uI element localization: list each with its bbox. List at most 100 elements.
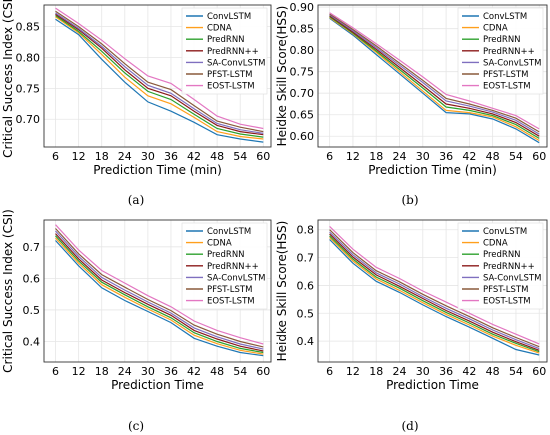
- legend-label: SA-ConvLSTM: [207, 273, 265, 283]
- y-tick-label: 0.4: [297, 335, 315, 348]
- legend-label: PredRNN: [483, 250, 521, 260]
- series-line-cdna: [329, 17, 540, 142]
- legend-label: PredRNN++: [483, 47, 535, 57]
- y-tick-label: 0.6: [23, 272, 41, 285]
- x-tick-label: 6: [326, 150, 333, 163]
- legend-label: PFST-LSTM: [207, 285, 252, 295]
- axes-frame: [317, 219, 548, 363]
- series-line-convlstm: [329, 17, 540, 144]
- series-line-pfst-lstm: [55, 228, 264, 348]
- series-line-sa-convlstm: [329, 14, 540, 135]
- x-tick-label: 60: [256, 150, 270, 163]
- x-tick-label: 54: [233, 365, 247, 378]
- y-tick-label: 0.7: [23, 241, 41, 254]
- x-tick-label: 48: [486, 365, 500, 378]
- x-tick-label: 36: [439, 365, 453, 378]
- x-tick-label: 30: [416, 150, 430, 163]
- axes-frame: [43, 4, 272, 148]
- y-tick-label: 0.80: [16, 51, 41, 64]
- x-tick-label: 42: [462, 150, 476, 163]
- y-tick-label: 0.80: [290, 44, 315, 57]
- x-tick-label: 12: [72, 365, 86, 378]
- x-tick-label: 18: [95, 365, 109, 378]
- series-line-eost-lstm: [329, 12, 540, 130]
- panel-label: (d): [401, 419, 418, 433]
- series-line-predrnn: [329, 235, 540, 353]
- x-tick-label: 30: [416, 365, 430, 378]
- series-line-predrnn: [329, 16, 540, 139]
- legend-label: SA-ConvLSTM: [483, 273, 541, 283]
- panel-label: (a): [128, 193, 145, 207]
- x-tick-label: 60: [532, 365, 546, 378]
- y-tick-label: 0.4: [23, 335, 41, 348]
- y-tick-label: 0.75: [16, 82, 41, 95]
- series-line-predrnnplusplus: [55, 13, 264, 136]
- y-tick-label: 0.7: [297, 252, 315, 265]
- x-tick-label: 54: [509, 365, 523, 378]
- y-tick-label: 0.70: [290, 87, 315, 100]
- x-tick-label: 36: [164, 365, 178, 378]
- legend-label: ConvLSTM: [483, 227, 527, 237]
- y-tick-label: 0.6: [297, 279, 315, 292]
- legend-label: SA-ConvLSTM: [207, 58, 265, 68]
- y-tick-label: 0.70: [16, 113, 41, 126]
- x-tick-label: 12: [346, 150, 360, 163]
- legend-label: PredRNN: [207, 35, 245, 45]
- y-tick-label: 0.5: [297, 307, 315, 320]
- legend-label: PredRNN++: [207, 262, 259, 272]
- series-line-pfst-lstm: [55, 10, 264, 133]
- legend-label: PFST-LSTM: [483, 70, 528, 80]
- x-tick-label: 24: [393, 150, 407, 163]
- legend-label: PFST-LSTM: [483, 285, 528, 295]
- series-line-convlstm: [329, 239, 540, 356]
- axes-frame: [43, 219, 272, 363]
- legend-label: PredRNN++: [207, 47, 259, 57]
- x-tick-label: 60: [256, 365, 270, 378]
- x-axis-label: Prediction Time (min): [93, 163, 222, 177]
- series-line-sa-convlstm: [55, 230, 264, 350]
- series-line-cdna: [55, 16, 264, 140]
- x-tick-label: 18: [369, 365, 383, 378]
- chart-panel-2: 6 12 18 24 30 36 42 48 54 60 0.60 0.65 0.70 0.75 0.80 0…: [275, 1, 548, 207]
- x-tick-label: 30: [141, 365, 155, 378]
- x-tick-label: 42: [462, 365, 476, 378]
- chart-panel-4: 6 12 18 24 30 36 42 48 54 60 0.4 0.5 0.6 0.7 0.8 Predic…: [275, 219, 548, 433]
- chart-panel-3: 6 12 18 24 30 36 42 48 54 60 0.4 0.5 0.6 0.7 Predictio…: [1, 209, 272, 433]
- x-tick-label: 18: [95, 150, 109, 163]
- series-line-predrnn: [55, 235, 264, 354]
- legend-label: EOST-LSTM: [483, 82, 531, 92]
- x-tick-label: 6: [52, 150, 59, 163]
- series-line-sa-convlstm: [55, 12, 264, 134]
- x-tick-label: 24: [118, 365, 132, 378]
- panel-label: (b): [401, 193, 418, 207]
- y-axis-label: Critical Success Index (CSI): [1, 0, 15, 158]
- x-axis-label: Prediction Time (min): [368, 163, 497, 177]
- legend-label: SA-ConvLSTM: [483, 58, 541, 68]
- series-line-pfst-lstm: [329, 229, 540, 348]
- y-tick-label: 0.75: [290, 66, 315, 79]
- y-tick-label: 0.60: [290, 130, 315, 143]
- legend-label: PredRNN++: [483, 262, 535, 272]
- series-line-pfst-lstm: [329, 13, 540, 133]
- x-axis-label: Prediction Time: [386, 378, 479, 392]
- y-axis-label: Heidke Skill Score(HSS): [275, 221, 289, 362]
- legend-label: ConvLSTM: [207, 227, 251, 237]
- series-line-eost-lstm: [55, 224, 264, 345]
- x-tick-label: 48: [210, 150, 224, 163]
- x-tick-label: 24: [393, 365, 407, 378]
- legend-label: CDNA: [483, 24, 508, 34]
- panel-label: (c): [128, 419, 144, 433]
- legend-label: EOST-LSTM: [207, 82, 255, 92]
- legend-label: PredRNN: [483, 35, 521, 45]
- y-axis-label: Heidke Skill Score(HSS): [275, 6, 289, 147]
- x-tick-label: 48: [210, 365, 224, 378]
- series-line-convlstm: [55, 240, 264, 357]
- y-tick-label: 0.65: [290, 109, 315, 122]
- legend-label: ConvLSTM: [483, 12, 527, 22]
- legend-label: CDNA: [207, 24, 232, 34]
- x-tick-label: 36: [439, 150, 453, 163]
- x-tick-label: 30: [141, 150, 155, 163]
- series-line-predrnnplusplus: [329, 233, 540, 351]
- legend-label: PFST-LSTM: [207, 70, 252, 80]
- series-line-convlstm: [55, 18, 264, 143]
